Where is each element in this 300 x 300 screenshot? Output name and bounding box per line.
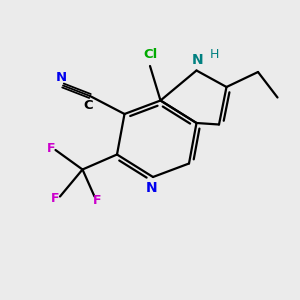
Text: C: C xyxy=(84,99,93,112)
Text: Cl: Cl xyxy=(143,49,157,62)
Text: H: H xyxy=(210,48,219,61)
Text: F: F xyxy=(47,142,55,155)
Text: N: N xyxy=(56,71,67,84)
Text: N: N xyxy=(192,53,204,67)
Text: N: N xyxy=(146,182,157,196)
Text: F: F xyxy=(93,194,102,208)
Text: F: F xyxy=(51,191,60,205)
